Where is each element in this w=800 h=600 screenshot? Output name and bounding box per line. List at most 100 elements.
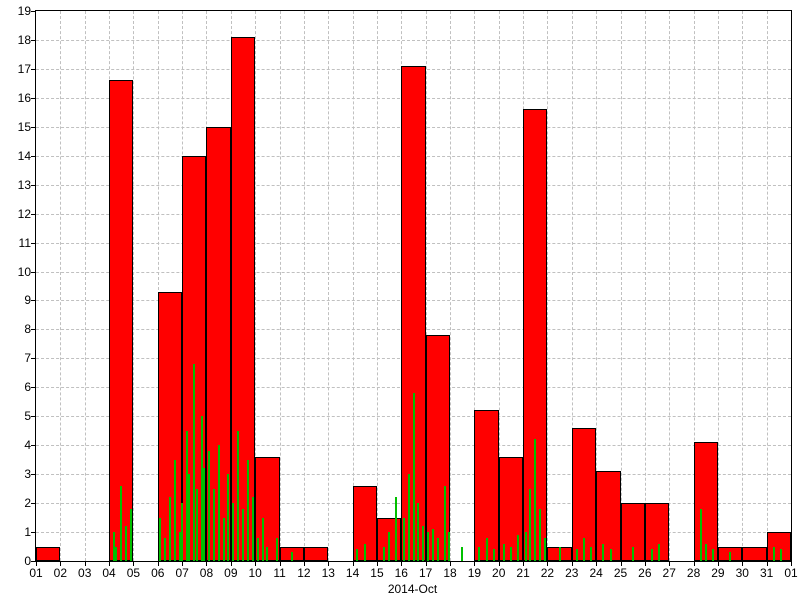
bar-green-spike: [422, 526, 424, 561]
tick-mark: [547, 561, 548, 566]
tick-mark: [328, 561, 329, 566]
bar-green-spike: [510, 547, 512, 561]
bar-green-spike: [356, 549, 358, 561]
tick-mark: [621, 561, 622, 566]
bar-green-spike: [539, 509, 541, 561]
grid-line-v: [669, 11, 670, 561]
bar-green-spike: [159, 518, 161, 561]
tick-mark: [353, 561, 354, 566]
grid-line-v: [280, 11, 281, 561]
bar-green-spike: [729, 552, 731, 561]
grid-line-v: [547, 11, 548, 561]
bar-green-spike: [364, 544, 366, 561]
bar-green-spike: [658, 544, 660, 561]
tick-mark: [231, 561, 232, 566]
bar-green-spike: [408, 474, 410, 561]
tick-mark: [304, 561, 305, 566]
bar-green-spike: [610, 549, 612, 561]
tick-mark: [31, 98, 36, 99]
bar-green-spike: [388, 532, 390, 561]
bar-green-spike: [213, 489, 215, 561]
tick-mark: [158, 561, 159, 566]
tick-mark: [31, 214, 36, 215]
tick-mark: [31, 243, 36, 244]
bar-green-spike: [427, 532, 429, 561]
bar-green-spike: [120, 486, 122, 561]
tick-mark: [767, 561, 768, 566]
bar-green-spike: [174, 460, 176, 561]
tick-mark: [31, 127, 36, 128]
bar-green-spike: [583, 538, 585, 561]
bar-green-spike: [493, 549, 495, 561]
grid-line-v: [742, 11, 743, 561]
tick-mark: [31, 387, 36, 388]
grid-line-v: [304, 11, 305, 561]
bar-green-spike: [181, 503, 183, 561]
tick-mark: [31, 272, 36, 273]
tick-mark: [36, 561, 37, 566]
bar-green-spike: [503, 544, 505, 561]
tick-mark: [31, 185, 36, 186]
grid-line-v: [328, 11, 329, 561]
tick-mark: [669, 561, 670, 566]
bar-green-spike: [115, 547, 117, 561]
tick-mark: [645, 561, 646, 566]
bar-green-spike: [276, 538, 278, 561]
bar-green-spike: [590, 547, 592, 561]
bar-green-spike: [237, 431, 239, 561]
bar-green-spike: [576, 549, 578, 561]
bar-green-spike: [266, 547, 268, 561]
bar-green-spike: [169, 497, 171, 561]
tick-mark: [255, 561, 256, 566]
bar-green-spike: [413, 393, 415, 561]
bar-red: [231, 37, 255, 561]
bar-green-spike: [164, 538, 166, 561]
bar-green-spike: [602, 544, 604, 561]
bar-green-spike: [203, 468, 205, 561]
tick-mark: [474, 561, 475, 566]
tick-mark: [85, 561, 86, 566]
bar-green-spike: [486, 538, 488, 561]
bar-red: [36, 547, 60, 561]
bar-green-spike: [534, 439, 536, 561]
bar-red: [304, 547, 328, 561]
tick-mark: [31, 358, 36, 359]
bar-green-spike: [403, 518, 405, 561]
tick-mark: [31, 532, 36, 533]
bar-green-spike: [712, 549, 714, 561]
tick-mark: [31, 40, 36, 41]
bar-green-spike: [773, 547, 775, 561]
bar-red: [426, 335, 450, 561]
grid-line-v: [353, 11, 354, 561]
tick-mark: [791, 561, 792, 566]
tick-mark: [31, 445, 36, 446]
bar-green-spike: [262, 518, 264, 561]
grid-line-v: [645, 11, 646, 561]
bar-green-spike: [188, 474, 190, 561]
bar-green-spike: [291, 552, 293, 561]
bar-green-spike: [529, 489, 531, 561]
tick-mark: [426, 561, 427, 566]
bar-green-spike: [227, 474, 229, 561]
bar-green-spike: [252, 497, 254, 561]
bar-green-spike: [208, 451, 210, 561]
bar-green-spike: [525, 532, 527, 561]
bar-green-spike: [223, 518, 225, 561]
chart-container: 0123456789101112131415161718190102030405…: [0, 0, 800, 600]
x-axis-title: 2014-Oct: [388, 582, 437, 596]
grid-line-v: [621, 11, 622, 561]
bar-red: [742, 547, 766, 561]
bar-green-spike: [247, 460, 249, 561]
tick-mark: [31, 69, 36, 70]
bar-green-spike: [705, 544, 707, 561]
tick-mark: [109, 561, 110, 566]
tick-mark: [499, 561, 500, 566]
tick-mark: [596, 561, 597, 566]
bar-green-spike: [461, 547, 463, 561]
tick-mark: [450, 561, 451, 566]
bar-green-spike: [125, 526, 127, 561]
tick-mark: [572, 561, 573, 566]
grid-line-v: [133, 11, 134, 561]
tick-mark: [694, 561, 695, 566]
bar-green-spike: [383, 547, 385, 561]
